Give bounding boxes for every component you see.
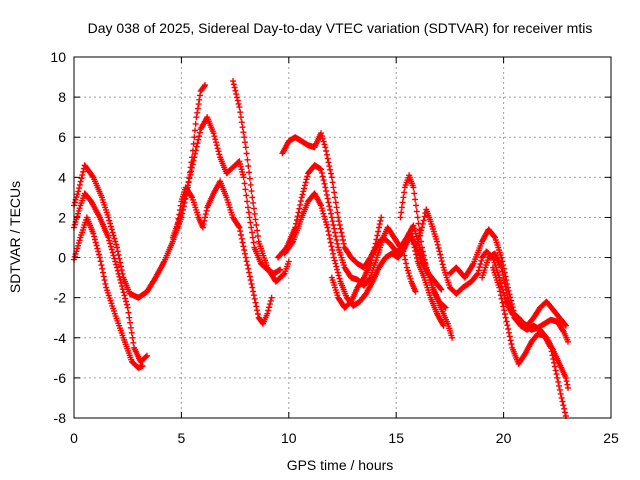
y-tick-label: 2 [58, 209, 66, 225]
x-tick-label: 5 [178, 430, 186, 446]
series-markers [446, 226, 569, 329]
series-track-6 [230, 78, 292, 285]
series-markers [489, 264, 569, 419]
y-tick-label: 6 [58, 129, 66, 145]
y-axis-label: SDTVAR / TECUs [7, 181, 23, 293]
y-tick-label: -8 [54, 410, 67, 426]
series-track-16 [489, 264, 569, 419]
x-tick-label: 25 [603, 430, 619, 446]
series-track-10 [328, 214, 385, 311]
plot-area [71, 78, 571, 419]
y-tick-label: -4 [54, 330, 67, 346]
x-axis-label: GPS time / hours [287, 457, 394, 473]
x-tick-label: 15 [388, 430, 404, 446]
series-markers [230, 78, 292, 285]
series-track-12 [399, 244, 419, 295]
series-markers [174, 178, 275, 327]
y-tick-label: -6 [54, 370, 67, 386]
series-track-14 [446, 226, 569, 329]
y-tick-label: 8 [58, 89, 66, 105]
y-tick-label: 10 [50, 49, 66, 65]
series-track-4 [174, 178, 275, 327]
series-markers [281, 190, 447, 329]
x-tick-label: 0 [70, 430, 78, 446]
series-markers [328, 214, 385, 311]
series-markers [275, 162, 449, 311]
series-markers [399, 244, 419, 295]
series-track-9 [281, 190, 447, 329]
y-tick-label: 0 [58, 250, 66, 266]
series-track-1 [71, 190, 150, 365]
series-track-11 [397, 172, 455, 341]
chart-title: Day 038 of 2025, Sidereal Day-to-day VTE… [88, 20, 593, 36]
x-tick-label: 20 [496, 430, 512, 446]
x-tick-label: 10 [281, 430, 297, 446]
axis-ticks: 0 5 10 15 20 25 -8 -6 -4 -2 0 2 4 6 8 10 [50, 49, 619, 446]
series-markers [71, 190, 150, 365]
series-markers [397, 172, 455, 341]
plot-frame [73, 56, 612, 419]
y-tick-label: 4 [58, 169, 66, 185]
y-tick-label: -2 [54, 290, 67, 306]
series-track-8 [275, 162, 449, 311]
